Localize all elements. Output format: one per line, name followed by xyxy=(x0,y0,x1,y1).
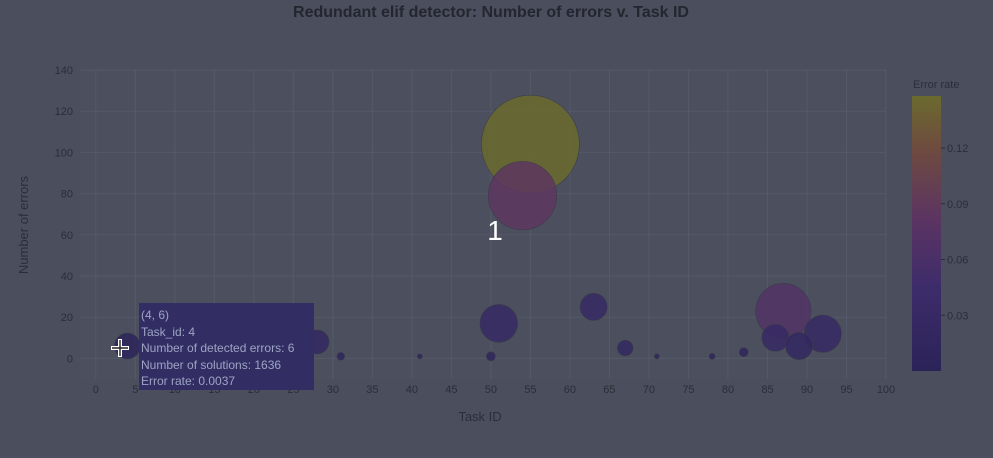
y-tick-label: 100 xyxy=(55,147,73,159)
tooltip-errors: Number of detected errors: 6 xyxy=(141,341,295,356)
data-point xyxy=(785,332,813,360)
tooltip-task-id: Task_id: 4 xyxy=(141,324,196,339)
chart-title: Redundant elif detector: Number of error… xyxy=(293,4,689,21)
data-point xyxy=(416,353,423,360)
x-tick-label: 85 xyxy=(761,384,773,396)
y-tick-label: 120 xyxy=(55,106,73,118)
x-axis-label: Task ID xyxy=(458,409,501,424)
colorbar-ticks: 0.03 0.06 0.09 0.12 xyxy=(941,143,968,322)
tooltip-error-rate: Error rate: 0.0037 xyxy=(141,374,236,389)
colorbar xyxy=(912,96,941,371)
x-tick-label: 30 xyxy=(327,384,339,396)
y-axis-ticks: 0 20 40 60 80 100 120 140 xyxy=(55,65,73,365)
x-tick-label: 0 xyxy=(93,384,99,396)
y-tick-label: 20 xyxy=(61,312,73,324)
data-point xyxy=(708,353,716,360)
colorbar-tick-label: 0.09 xyxy=(947,199,968,211)
x-tick-label: 65 xyxy=(603,384,615,396)
y-tick-label: 80 xyxy=(61,189,73,201)
colorbar-tick-label: 0.12 xyxy=(947,143,968,155)
tooltip-solutions: Number of solutions: 1636 xyxy=(141,357,282,372)
data-point xyxy=(579,293,608,321)
crosshair-cursor-icon xyxy=(111,339,129,357)
y-axis-label: Number of errors xyxy=(16,175,31,274)
data-point xyxy=(487,161,558,231)
x-tick-label: 50 xyxy=(485,384,497,396)
x-tick-label: 100 xyxy=(877,384,895,396)
x-tick-label: 75 xyxy=(682,384,694,396)
x-tick-label: 5 xyxy=(132,384,138,396)
grid xyxy=(80,69,887,379)
colorbar-tick-label: 0.06 xyxy=(947,255,968,267)
y-tick-label: 0 xyxy=(67,353,73,365)
y-tick-label: 140 xyxy=(55,65,73,77)
colorbar-title: Error rate xyxy=(913,79,959,91)
data-point xyxy=(654,353,660,360)
data-point xyxy=(761,323,790,352)
x-tick-label: 90 xyxy=(801,384,813,396)
data-point xyxy=(336,352,345,361)
data-point xyxy=(479,304,519,343)
data-point xyxy=(617,339,634,357)
data-point xyxy=(738,347,749,358)
y-tick-label: 40 xyxy=(61,271,73,283)
annotation-label: 1 xyxy=(487,215,503,246)
x-tick-label: 45 xyxy=(445,384,457,396)
x-tick-label: 80 xyxy=(722,384,734,396)
x-tick-label: 60 xyxy=(564,384,576,396)
x-tick-label: 55 xyxy=(524,384,536,396)
y-tick-label: 60 xyxy=(61,230,73,242)
tooltip-coords: (4, 6) xyxy=(141,308,170,322)
x-tick-label: 40 xyxy=(406,384,418,396)
colorbar-tick-label: 0.03 xyxy=(947,310,968,322)
data-point xyxy=(486,351,496,362)
x-tick-label: 95 xyxy=(840,384,852,396)
x-tick-label: 35 xyxy=(366,384,378,396)
x-tick-label: 70 xyxy=(643,384,655,396)
hover-tooltip: (4, 6) Task_id: 4 Number of detected err… xyxy=(139,303,314,390)
